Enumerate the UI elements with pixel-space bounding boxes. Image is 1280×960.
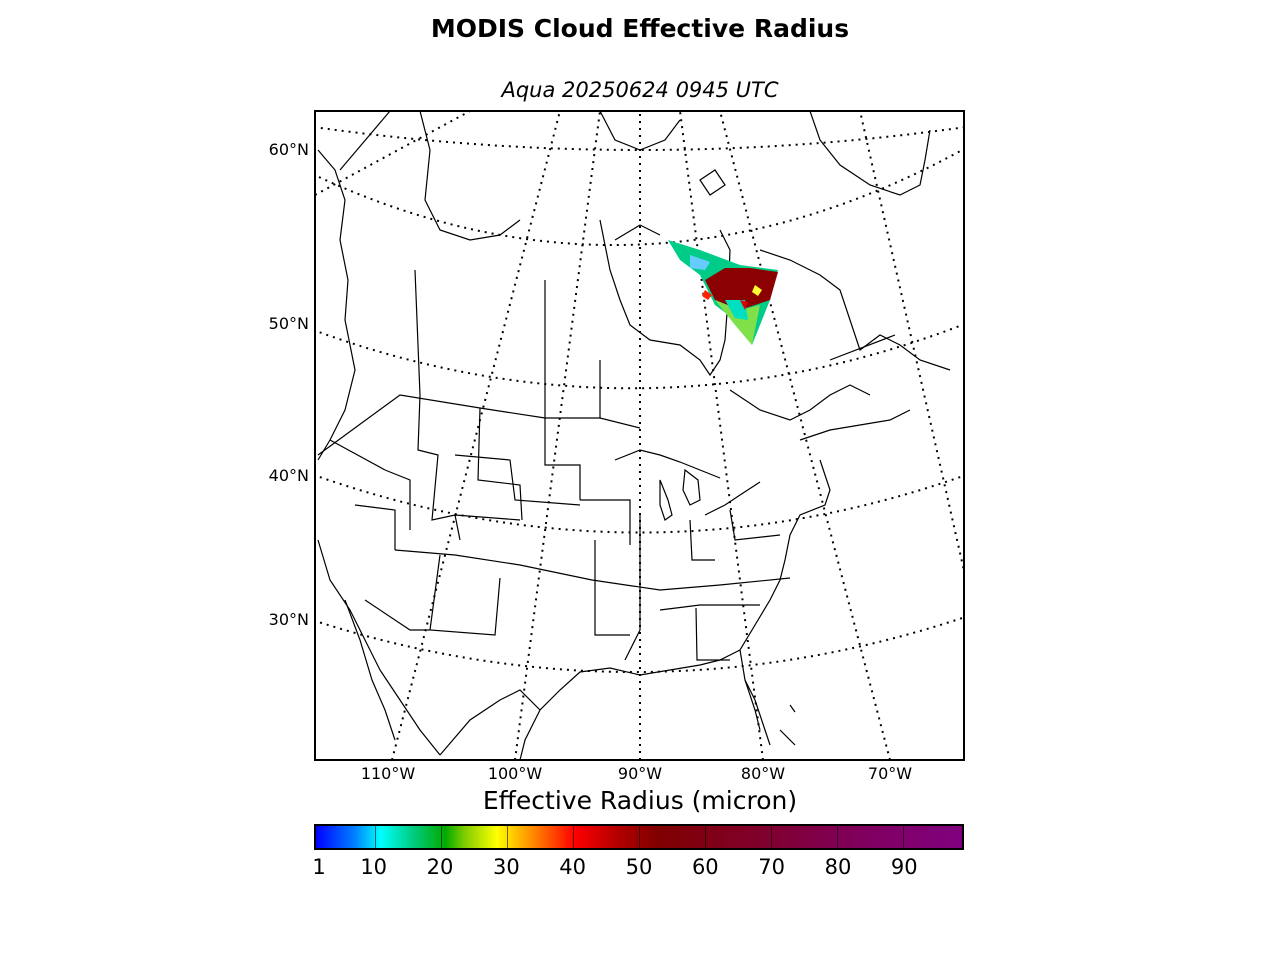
lat-label-40: 40°N — [268, 466, 309, 485]
lon-label-70: 70°W — [867, 764, 913, 783]
lon-label-80: 80°W — [740, 764, 786, 783]
colorbar — [314, 824, 964, 850]
lat-label-50: 50°N — [268, 314, 309, 333]
colorbar-title: Effective Radius (micron) — [482, 786, 798, 815]
lon-label-110: 110°W — [360, 764, 416, 783]
map-subtitle: Aqua 20250624 0945 UTC — [501, 78, 779, 102]
colorbar-tick-label: 1 — [312, 855, 326, 879]
colorbar-tick-label: 30 — [492, 855, 520, 879]
colorbar-tick — [573, 826, 575, 848]
colorbar-tick-label: 40 — [559, 855, 587, 879]
colorbar-tick-label: 80 — [824, 855, 852, 879]
colorbar-tick-label: 90 — [890, 855, 918, 879]
colorbar-tick — [836, 826, 838, 848]
colorbar-tick-label: 70 — [758, 855, 785, 879]
colorbar-tick — [704, 826, 706, 848]
lat-label-30: 30°N — [268, 610, 309, 629]
colorbar-tick — [770, 826, 772, 848]
colorbar-tick — [902, 826, 904, 848]
coastlines-and-borders — [317, 111, 951, 760]
latitude-graticule — [315, 126, 964, 673]
colorbar-tick — [375, 826, 377, 848]
page-title: MODIS Cloud Effective Radius — [430, 14, 850, 43]
map-frame — [314, 110, 965, 761]
colorbar-tick — [507, 826, 509, 848]
colorbar-tick-label: 60 — [691, 855, 719, 879]
colorbar-tick — [639, 826, 640, 848]
modis-swath — [668, 240, 778, 345]
colorbar-tick — [441, 826, 443, 848]
lat-label-60: 60°N — [268, 140, 309, 159]
lon-label-100: 100°W — [487, 764, 543, 783]
colorbar-tick-label: 10 — [360, 855, 388, 879]
colorbar-tick-label: 50 — [625, 855, 653, 879]
colorbar-tick-label: 20 — [426, 855, 454, 879]
longitude-graticule — [315, 111, 964, 760]
lon-label-90: 90°W — [617, 764, 663, 783]
